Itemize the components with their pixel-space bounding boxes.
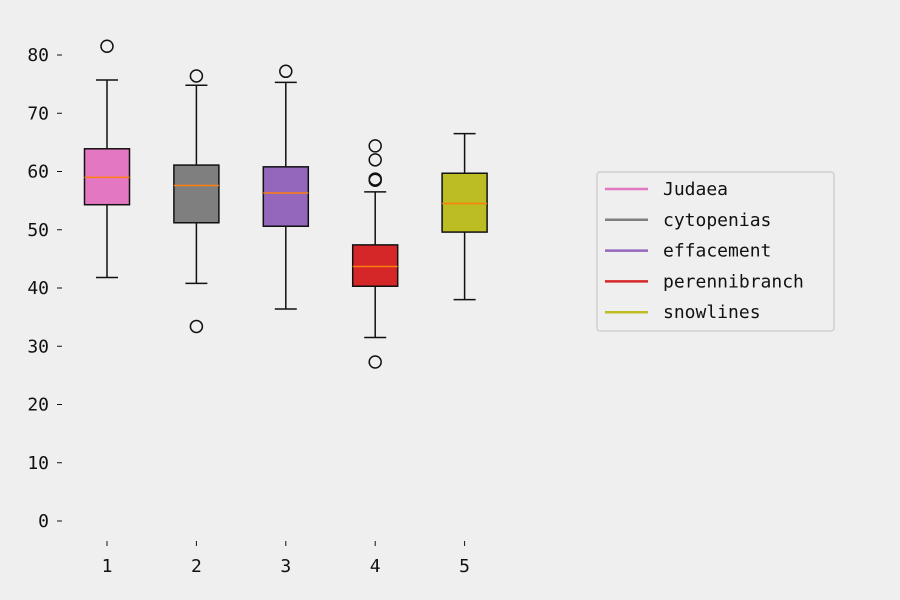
box-body — [173, 164, 220, 224]
legend-label: perennibranch — [663, 271, 804, 292]
y-axis: 0 10 20 30 40 50 60 70 80 — [27, 45, 62, 532]
x-tick-label: 5 — [459, 556, 470, 577]
outlier-point — [100, 39, 114, 54]
y-tick-label: 50 — [27, 220, 49, 241]
x-tick-label: 4 — [370, 556, 381, 577]
y-tick-label: 10 — [27, 453, 49, 474]
box-Judaea — [83, 39, 131, 279]
legend-item-effacement: effacement — [605, 241, 771, 262]
outlier-point — [368, 153, 382, 167]
y-tick-label: 20 — [27, 395, 49, 416]
legend-item-cytopenias: cytopenias — [605, 210, 771, 231]
y-tick-label: 0 — [38, 511, 49, 532]
y-tick-label: 30 — [27, 336, 49, 357]
box-snowlines — [441, 132, 488, 301]
outlier-point — [368, 139, 382, 153]
legend-label: snowlines — [663, 302, 761, 323]
y-tick-label: 40 — [27, 278, 49, 299]
outlier-point — [368, 172, 382, 186]
legend-label: effacement — [663, 241, 771, 262]
legend-label: cytopenias — [663, 210, 771, 231]
y-tick-label: 80 — [27, 45, 49, 66]
x-tick-label: 1 — [102, 556, 113, 577]
boxes — [83, 39, 488, 369]
legend-label: Judaea — [663, 179, 728, 200]
outlier-point — [279, 64, 293, 79]
y-tick-label: 60 — [27, 162, 49, 183]
legend-item-perennibranch: perennibranch — [605, 271, 804, 292]
y-tick-label: 70 — [27, 103, 49, 124]
outlier-point — [189, 319, 204, 334]
x-tick-label: 2 — [191, 556, 202, 577]
box-body — [351, 244, 399, 288]
box-body — [441, 172, 488, 233]
x-tick-label: 3 — [280, 556, 291, 577]
legend-item-snowlines: snowlines — [605, 302, 761, 323]
box-cytopenias — [173, 69, 220, 334]
outlier-point — [368, 355, 382, 369]
box-body — [262, 166, 310, 228]
box-effacement — [262, 64, 310, 310]
legend: Judaea cytopenias effacement perennibranch s… — [596, 171, 835, 332]
legend-frame — [596, 171, 835, 332]
legend-item-Judaea: Judaea — [605, 179, 728, 200]
box-perennibranch — [351, 139, 399, 369]
outlier-point — [189, 69, 204, 83]
x-axis: 1 2 3 4 5 — [102, 541, 470, 577]
